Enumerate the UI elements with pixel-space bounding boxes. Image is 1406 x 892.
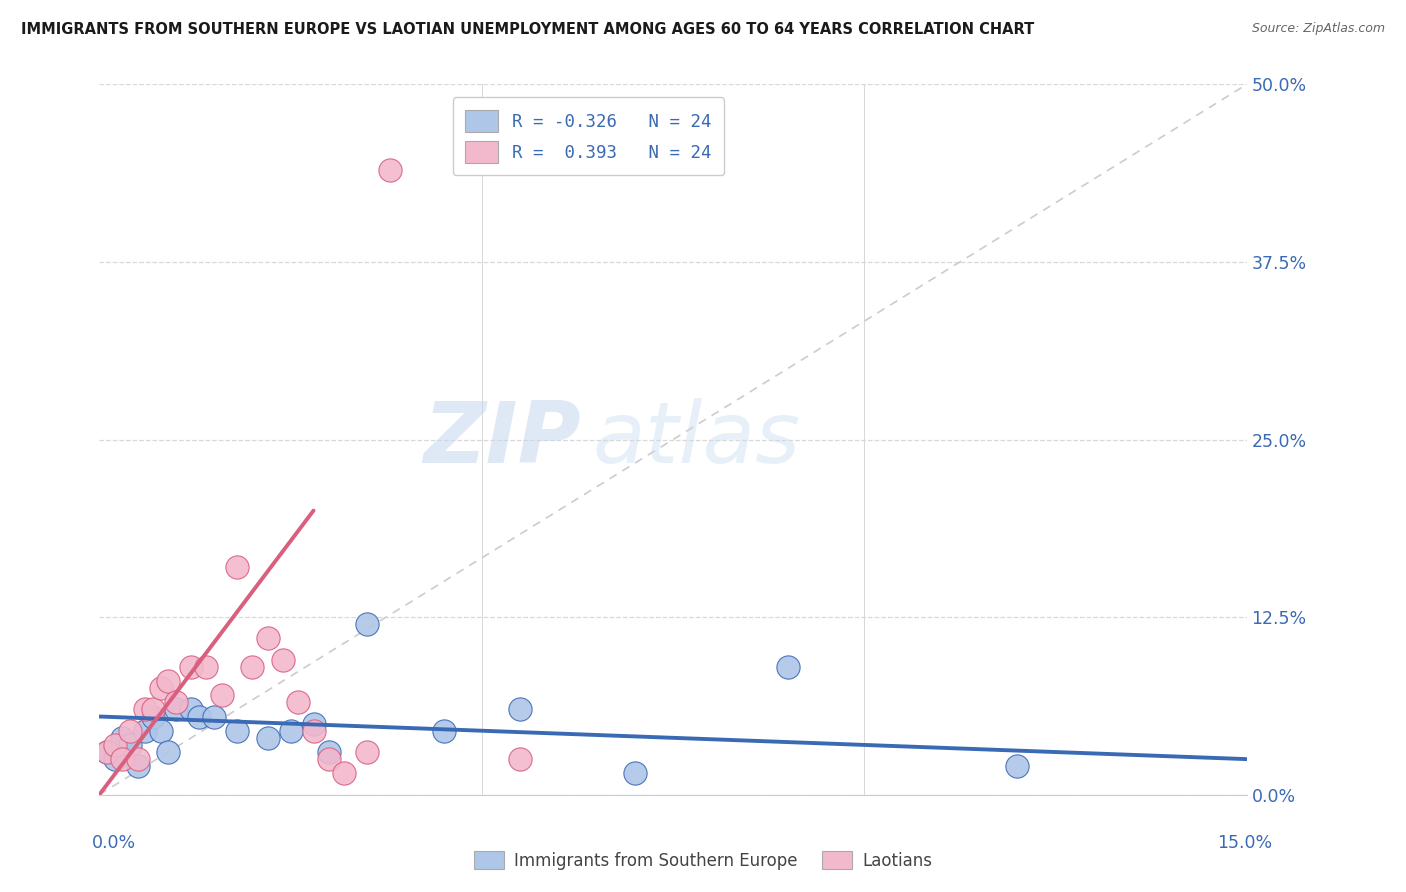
- Point: [509, 702, 531, 716]
- Point: [271, 653, 294, 667]
- Point: [195, 660, 218, 674]
- Point: [318, 752, 340, 766]
- Point: [378, 162, 401, 177]
- Text: Source: ZipAtlas.com: Source: ZipAtlas.com: [1251, 22, 1385, 36]
- Legend: Immigrants from Southern Europe, Laotians: Immigrants from Southern Europe, Laotian…: [467, 845, 939, 877]
- Point: [256, 731, 278, 745]
- Point: [111, 752, 134, 766]
- Point: [96, 745, 118, 759]
- Point: [302, 723, 325, 738]
- Point: [302, 716, 325, 731]
- Text: 15.0%: 15.0%: [1218, 834, 1272, 852]
- Point: [134, 723, 156, 738]
- Point: [127, 759, 149, 773]
- Point: [165, 695, 187, 709]
- Point: [333, 766, 356, 780]
- Point: [776, 660, 799, 674]
- Point: [280, 723, 302, 738]
- Point: [226, 723, 249, 738]
- Point: [134, 702, 156, 716]
- Point: [142, 709, 165, 723]
- Legend: R = -0.326   N = 24, R =  0.393   N = 24: R = -0.326 N = 24, R = 0.393 N = 24: [453, 97, 724, 176]
- Point: [509, 752, 531, 766]
- Point: [111, 731, 134, 745]
- Point: [118, 723, 141, 738]
- Point: [240, 660, 263, 674]
- Point: [149, 681, 172, 695]
- Point: [623, 766, 645, 780]
- Point: [142, 702, 165, 716]
- Text: atlas: atlas: [593, 398, 800, 481]
- Point: [127, 752, 149, 766]
- Point: [226, 560, 249, 574]
- Point: [180, 702, 202, 716]
- Point: [187, 709, 209, 723]
- Point: [165, 702, 187, 716]
- Point: [211, 688, 233, 702]
- Point: [180, 660, 202, 674]
- Point: [356, 745, 378, 759]
- Point: [149, 723, 172, 738]
- Point: [1005, 759, 1028, 773]
- Point: [104, 738, 127, 752]
- Text: ZIP: ZIP: [423, 398, 581, 481]
- Point: [432, 723, 454, 738]
- Text: IMMIGRANTS FROM SOUTHERN EUROPE VS LAOTIAN UNEMPLOYMENT AMONG AGES 60 TO 64 YEAR: IMMIGRANTS FROM SOUTHERN EUROPE VS LAOTI…: [21, 22, 1035, 37]
- Point: [356, 617, 378, 632]
- Point: [157, 673, 180, 688]
- Point: [104, 752, 127, 766]
- Point: [202, 709, 225, 723]
- Point: [118, 738, 141, 752]
- Text: 0.0%: 0.0%: [91, 834, 135, 852]
- Point: [157, 745, 180, 759]
- Point: [256, 632, 278, 646]
- Point: [287, 695, 309, 709]
- Point: [318, 745, 340, 759]
- Point: [96, 745, 118, 759]
